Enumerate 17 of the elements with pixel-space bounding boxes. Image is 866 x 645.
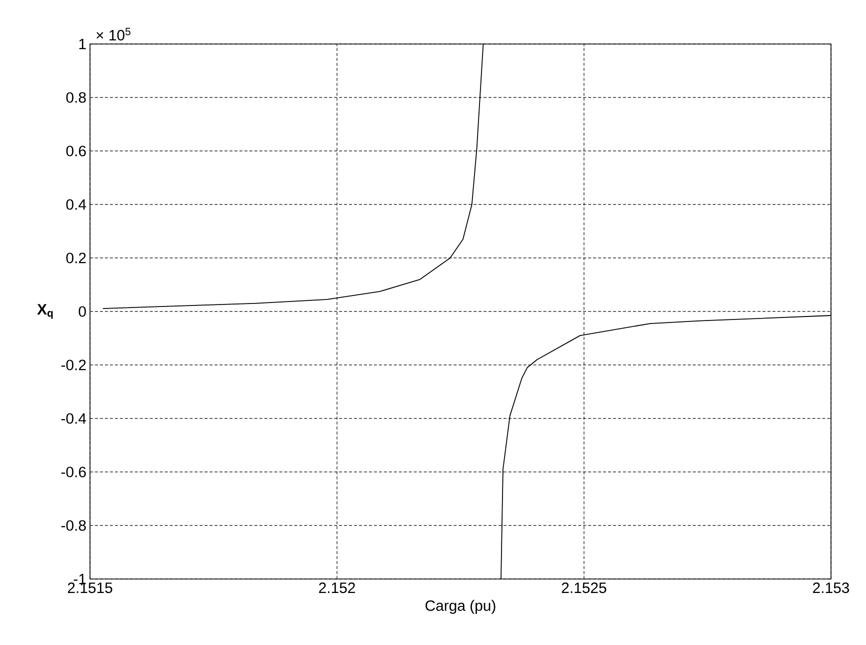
x-tick-label: 2.153 xyxy=(813,582,850,594)
y-tick-label: -0.8 xyxy=(61,520,86,531)
y-tick-label: 1 xyxy=(79,38,86,50)
y-tick-label: -0.2 xyxy=(61,360,86,370)
x-tick-label: 2.1515 xyxy=(68,582,112,594)
y-tick-label: 0.2 xyxy=(66,252,86,264)
y-tick-label: 0 xyxy=(78,306,86,317)
y-tick-label: -0.6 xyxy=(61,466,86,478)
y-tick-label: 0.4 xyxy=(66,199,86,210)
text: × 10$^{5}$ xyxy=(96,28,130,40)
y-tick-label: 0.6 xyxy=(66,146,86,156)
x-tick-label: 2.152 xyxy=(319,582,355,594)
x-tick-label: 2.1525 xyxy=(562,582,606,594)
x-axis-title: Carga (pu) xyxy=(426,600,496,614)
y-tick-label: 0.8 xyxy=(66,92,86,103)
y-tick-label: -0.4 xyxy=(61,413,86,424)
y-axis-title: X$_{q}$ xyxy=(37,304,53,319)
